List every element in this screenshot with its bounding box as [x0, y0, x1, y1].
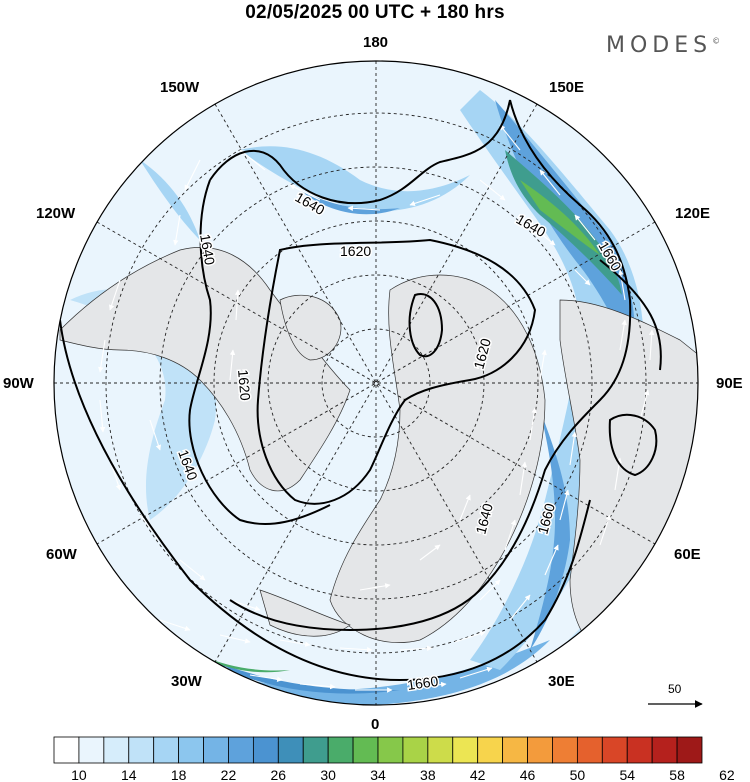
colorbar-swatch: [676, 736, 703, 764]
map-title: 02/05/2025 00 UTC + 180 hrs: [245, 2, 505, 23]
svg-text:50: 50: [668, 682, 682, 696]
colorbar-swatch: [327, 736, 354, 764]
colorbar-swatch: [228, 736, 254, 764]
svg-text:1640: 1640: [197, 233, 218, 267]
colorbar-label: 30: [320, 767, 336, 782]
lon-label-30w: 30W: [171, 673, 202, 690]
colorbar-label: 14: [121, 767, 137, 782]
colorbar-label: 10: [71, 767, 87, 782]
lon-label-180: 180: [363, 34, 389, 51]
colorbar-label: 50: [570, 767, 586, 782]
colorbar-label: 62: [719, 767, 735, 782]
svg-text:1620: 1620: [235, 369, 254, 402]
colorbar: 10141822263034384246505458626670: [53, 736, 735, 782]
colorbar-swatch: [302, 736, 329, 764]
colorbar-swatch: [527, 736, 553, 764]
colorbar-label: 18: [171, 767, 187, 782]
colorbar-label: 38: [420, 767, 436, 782]
colorbar-swatch: [626, 736, 653, 764]
colorbar-swatch: [53, 736, 80, 764]
svg-text:1660: 1660: [406, 673, 439, 693]
lon-label-60e: 60E: [674, 546, 701, 563]
colorbar-swatch: [203, 736, 229, 764]
colorbar-label: 46: [520, 767, 536, 782]
lon-label-30e: 30E: [548, 673, 575, 690]
wind-vectors: [98, 124, 655, 693]
colorbar-swatch: [651, 736, 678, 764]
colorbar-swatch: [153, 736, 180, 764]
colorbar-label: 22: [221, 767, 237, 782]
colorbar-swatch: [78, 736, 105, 764]
colorbar-swatch: [576, 736, 603, 764]
colorbar-swatch: [552, 736, 578, 764]
colorbar-swatch: [452, 736, 479, 764]
svg-text:1620: 1620: [340, 243, 371, 259]
colorbar-label: 26: [271, 767, 287, 782]
graticule: [54, 61, 698, 705]
lon-label-90w: 90W: [3, 375, 34, 392]
colorbar-swatch: [352, 736, 379, 764]
colorbar-swatch: [427, 736, 454, 764]
colorbar-swatch: [477, 736, 504, 764]
map-disc: 1620 1640 1640 1640 1620 1620 1640 1640 …: [54, 61, 698, 705]
colorbar-swatch: [601, 736, 628, 764]
height-contours: [59, 99, 662, 682]
lon-label-60w: 60W: [46, 546, 77, 563]
reference-vector: 50: [648, 682, 703, 708]
colorbar-swatch: [277, 736, 304, 764]
colorbar-label: 42: [470, 767, 486, 782]
brand-logo: MODES©: [606, 33, 721, 58]
lon-label-120w: 120W: [36, 205, 76, 222]
colorbar-label: 54: [619, 767, 635, 782]
colorbar-swatch: [178, 736, 204, 764]
colorbar-swatch: [377, 736, 404, 764]
colorbar-swatch: [402, 736, 429, 764]
colorbar-swatch: [103, 736, 130, 764]
lon-label-150e: 150E: [549, 79, 585, 96]
colorbar-swatch: [252, 736, 279, 764]
colorbar-swatch: [128, 736, 155, 764]
lon-label-120e: 120E: [675, 205, 711, 222]
lon-label-150w: 150W: [160, 79, 200, 96]
lon-label-90e: 90E: [716, 375, 743, 392]
colorbar-swatch: [502, 736, 528, 764]
colorbar-label: 58: [669, 767, 685, 782]
colorbar-label: 34: [370, 767, 386, 782]
lon-label-0: 0: [371, 716, 380, 733]
